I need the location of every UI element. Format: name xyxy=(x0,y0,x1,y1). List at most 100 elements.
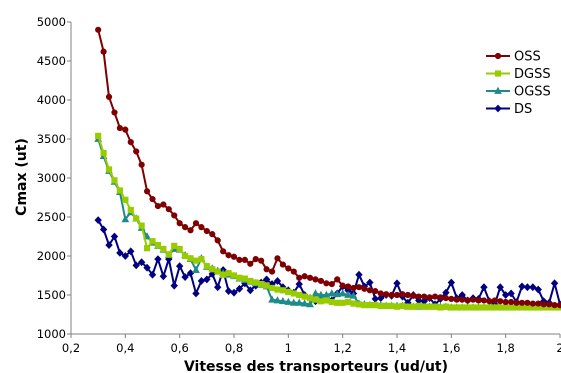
data-point-oss xyxy=(301,273,308,280)
data-point-dgss xyxy=(372,302,379,309)
data-point-ds xyxy=(110,232,119,241)
data-point-dgss xyxy=(404,303,411,310)
data-point-ogss xyxy=(317,290,325,298)
data-point-oss xyxy=(328,280,335,288)
series-layer xyxy=(94,26,561,311)
data-point-ds xyxy=(159,272,168,281)
data-point-dgss xyxy=(502,304,509,311)
data-point-oss xyxy=(453,296,460,303)
data-point-ds xyxy=(295,280,303,289)
data-point-oss xyxy=(230,253,238,260)
data-point-dgss xyxy=(296,291,303,299)
chart-axes xyxy=(67,21,561,338)
data-point-dgss xyxy=(192,257,200,264)
legend-marker xyxy=(494,104,502,113)
data-point-dgss xyxy=(497,304,504,311)
data-point-ds xyxy=(175,262,184,271)
data-point-oss xyxy=(258,257,265,264)
data-point-ogss xyxy=(121,215,130,223)
data-point-ogss xyxy=(143,232,151,240)
data-point-oss xyxy=(469,296,477,303)
data-point-ds xyxy=(137,258,146,267)
data-point-oss xyxy=(366,287,373,294)
data-point-ds xyxy=(523,283,532,292)
data-point-oss xyxy=(513,299,520,306)
x-tick-label: 0,8 xyxy=(225,341,243,355)
legend-item-ogss: OGSS xyxy=(486,85,551,100)
data-point-dgss xyxy=(105,166,113,173)
data-point-dgss xyxy=(459,304,466,311)
data-point-dgss xyxy=(133,215,140,222)
data-point-dgss xyxy=(182,252,189,260)
data-point-dgss xyxy=(247,277,254,285)
data-point-oss xyxy=(551,302,558,309)
data-point-oss xyxy=(426,294,433,301)
data-point-oss xyxy=(160,201,167,208)
data-point-dgss xyxy=(149,238,156,245)
data-point-oss xyxy=(464,297,471,304)
data-point-dgss xyxy=(290,290,297,297)
data-point-dgss xyxy=(138,222,145,229)
data-point-dgss xyxy=(268,284,276,292)
data-point-dgss xyxy=(480,304,488,311)
data-point-dgss xyxy=(127,206,134,214)
data-point-ds xyxy=(154,255,162,264)
data-point-ds xyxy=(355,270,363,279)
data-point-oss xyxy=(540,301,547,308)
data-point-dgss xyxy=(95,132,102,139)
data-point-oss xyxy=(171,212,178,219)
data-point-dgss xyxy=(361,302,368,309)
y-tick-label: 5000 xyxy=(37,15,66,29)
data-point-ds xyxy=(186,269,195,278)
data-point-dgss xyxy=(464,304,471,311)
data-point-oss xyxy=(241,256,248,263)
data-point-oss xyxy=(383,291,390,298)
data-point-oss xyxy=(334,276,341,283)
data-point-oss xyxy=(122,126,129,133)
data-point-ds xyxy=(121,252,130,260)
data-point-dgss xyxy=(100,149,107,157)
data-point-oss xyxy=(323,280,330,287)
data-point-oss xyxy=(355,284,363,291)
data-point-ds xyxy=(230,288,238,297)
data-point-dgss xyxy=(339,299,346,306)
data-point-dgss xyxy=(442,303,449,310)
data-point-ds xyxy=(99,225,108,234)
data-point-ds xyxy=(507,289,515,298)
data-point-ds xyxy=(224,287,233,296)
data-point-oss xyxy=(518,299,526,306)
y-axis-title: Cmax (ut) xyxy=(14,138,30,216)
data-point-dgss xyxy=(475,304,482,311)
y-tick-label: 1000 xyxy=(37,327,66,341)
data-point-oss xyxy=(209,231,216,238)
data-point-oss xyxy=(192,220,200,227)
x-tick-label: 1,6 xyxy=(442,341,460,355)
data-point-ds xyxy=(214,283,222,292)
data-point-dgss xyxy=(111,177,118,184)
legend-label: OSS xyxy=(514,50,541,65)
data-point-oss xyxy=(502,298,509,306)
data-point-oss xyxy=(236,256,243,263)
data-point-oss xyxy=(220,248,227,255)
x-tick-label: 1,4 xyxy=(388,341,406,355)
data-point-oss xyxy=(133,148,140,155)
legend-item-oss: OSS xyxy=(486,50,541,65)
data-point-ds xyxy=(94,216,102,225)
data-point-oss xyxy=(182,224,189,231)
data-point-ds xyxy=(148,270,157,279)
data-point-ogss xyxy=(338,289,347,297)
y-tick-labels: 1000 1500 2000 2500 3000 3500 4000 4500 5000 xyxy=(37,15,66,341)
data-point-ds xyxy=(143,263,151,272)
x-tick-label: 1,2 xyxy=(334,341,352,355)
legend: OSS DGSS OGSS DS xyxy=(486,50,551,117)
data-point-dgss xyxy=(143,245,151,252)
data-point-dgss xyxy=(116,187,124,194)
x-tick-label: 1 xyxy=(285,341,292,355)
data-point-ds xyxy=(197,277,206,285)
data-point-ds xyxy=(132,261,140,270)
data-point-dgss xyxy=(312,296,319,303)
data-point-dgss xyxy=(410,303,417,310)
data-point-oss xyxy=(393,291,401,299)
data-point-dgss xyxy=(263,282,270,289)
